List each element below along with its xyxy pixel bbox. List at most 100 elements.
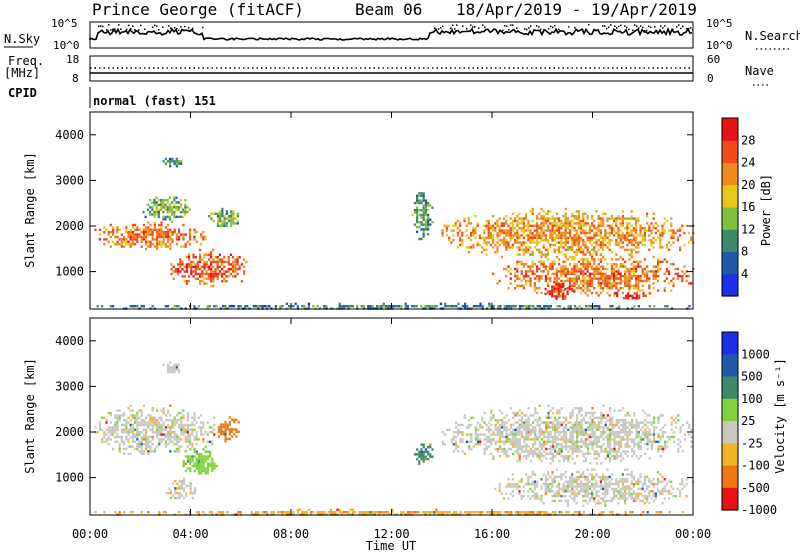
echo-cell	[538, 236, 541, 239]
echo-cell	[168, 210, 171, 214]
echo-cell	[221, 272, 224, 276]
echo-cell	[202, 448, 205, 451]
echo-cell	[476, 243, 479, 247]
echo-cell	[520, 426, 524, 429]
echo-cell	[648, 440, 651, 443]
echo-cell	[529, 253, 532, 256]
echo-cell	[663, 478, 666, 481]
echo-cell	[580, 431, 583, 434]
echo-cell	[229, 263, 232, 266]
echo-cell	[569, 433, 572, 436]
echo-cell	[420, 194, 423, 197]
echo-cell	[588, 284, 591, 287]
echo-cell	[518, 492, 521, 495]
echo-cell	[545, 440, 548, 443]
echo-cell	[648, 431, 651, 434]
echo-cell	[543, 435, 546, 439]
echo-cell	[532, 455, 535, 458]
echo-cell	[162, 206, 165, 209]
echo-cell	[620, 409, 623, 412]
echo-cell	[202, 438, 205, 441]
echo-cell	[553, 282, 556, 285]
echo-cell	[472, 305, 475, 308]
echo-cell	[189, 233, 192, 236]
echo-cell	[586, 270, 589, 273]
echo-cell	[210, 253, 213, 256]
echo-cell	[503, 447, 506, 451]
echo-cell	[582, 487, 585, 491]
echo-cell	[200, 464, 203, 468]
echo-cell	[103, 238, 106, 241]
echo-cell	[626, 284, 629, 287]
echo-cell	[142, 238, 145, 241]
echo-cell	[633, 445, 636, 448]
echo-cell	[136, 305, 139, 308]
echo-cell	[617, 267, 620, 271]
echo-cell	[582, 272, 585, 275]
echo-cell	[654, 492, 657, 495]
echo-cell	[490, 423, 493, 427]
echo-cell	[646, 222, 649, 225]
echo-cell	[476, 241, 479, 244]
echo-cell	[525, 248, 528, 251]
echo-cell	[230, 224, 233, 227]
echo-cell	[127, 243, 130, 246]
echo-cell	[516, 450, 519, 453]
echo-cell	[232, 222, 235, 225]
echo-cell	[151, 431, 154, 434]
echo-cell	[145, 231, 148, 234]
noise-search-dot	[130, 27, 132, 30]
echo-cell	[573, 282, 576, 285]
echo-cell	[162, 409, 165, 412]
echo-cell	[487, 421, 491, 424]
echo-cell	[606, 443, 609, 446]
echo-cell	[194, 268, 197, 271]
echo-cell	[230, 217, 233, 220]
echo-cell	[626, 433, 629, 436]
echo-cell	[598, 455, 601, 458]
echo-cell	[580, 475, 583, 479]
echo-cell	[557, 287, 560, 291]
echo-cell	[657, 224, 660, 227]
echo-cell	[516, 241, 519, 244]
echo-cell	[522, 263, 525, 266]
echo-cell	[571, 215, 574, 218]
echo-cell	[606, 275, 609, 278]
echo-cell	[441, 229, 444, 232]
echo-cell	[167, 231, 170, 234]
echo-cell	[642, 421, 645, 424]
echo-cell	[467, 222, 470, 225]
echo-cell	[657, 260, 660, 263]
echo-cell	[646, 497, 649, 500]
noise-search-dot	[606, 27, 608, 30]
echo-cell	[498, 485, 501, 488]
echo-cell	[238, 256, 241, 259]
echo-cell	[679, 248, 682, 251]
echo-cell	[543, 445, 546, 448]
echo-cell	[422, 457, 425, 461]
colorbar-tick-label: 12	[741, 222, 755, 236]
echo-cell	[416, 216, 419, 219]
echo-cell	[549, 462, 552, 465]
echo-cell	[505, 248, 508, 251]
echo-cell	[171, 210, 174, 214]
echo-cell	[602, 485, 605, 488]
echo-cell	[109, 431, 112, 434]
echo-cell	[173, 443, 176, 446]
echo-cell	[551, 478, 554, 481]
echo-cell	[129, 414, 132, 417]
echo-cell	[443, 224, 446, 227]
echo-cell	[555, 287, 558, 291]
echo-cell	[624, 421, 627, 424]
echo-cell	[639, 265, 642, 268]
echo-cell	[613, 234, 616, 237]
echo-cell	[223, 219, 226, 223]
echo-cell	[489, 234, 492, 237]
echo-cell	[529, 475, 532, 479]
echo-cell	[573, 215, 576, 218]
echo-cell	[580, 229, 583, 232]
echo-cell	[654, 272, 657, 275]
noise-search-dot	[568, 26, 570, 28]
echo-cell	[606, 279, 609, 283]
echo-cell	[593, 260, 596, 263]
